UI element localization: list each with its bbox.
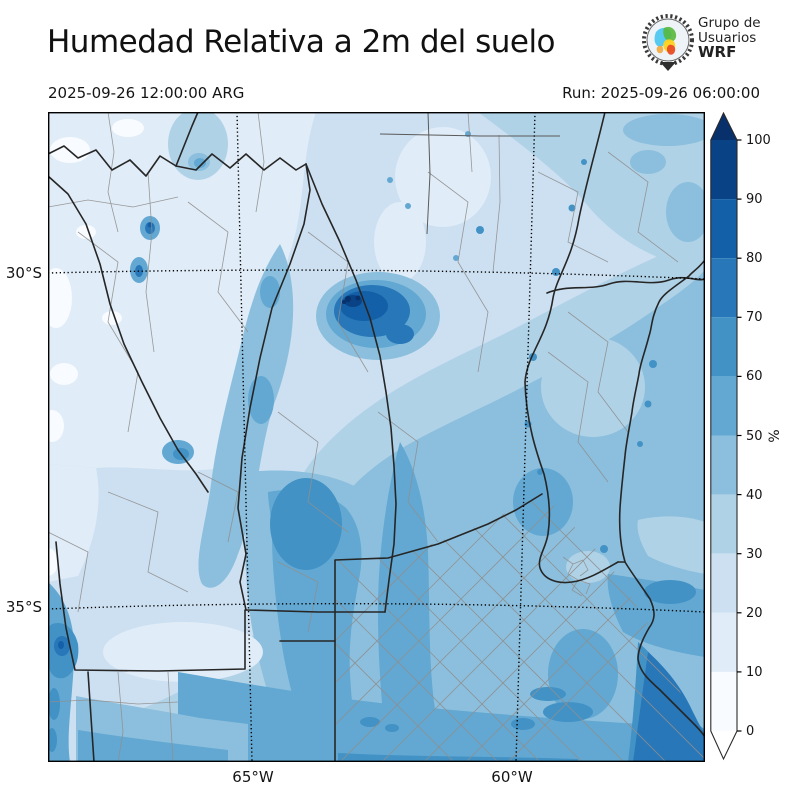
weather-map <box>47 111 705 762</box>
province-boundaries <box>48 112 705 762</box>
map-border <box>47 111 705 762</box>
colorbar-tick-marks <box>737 139 742 732</box>
colorbar-tick-40: 40 <box>746 488 763 503</box>
partido-lattice <box>335 494 705 762</box>
colorbar-tick-30: 30 <box>746 547 763 562</box>
humidity-fill-regions <box>48 112 705 762</box>
lat-tick-30S: 30°S <box>5 264 42 282</box>
valid-time-label: 2025-09-26 12:00:00 ARG <box>48 84 245 102</box>
secondary-boundaries <box>379 112 560 235</box>
colorbar-extend-over-arrow <box>710 113 737 140</box>
lon-tick-65W: 65°W <box>232 768 274 786</box>
logo-text-line3: WRF <box>698 43 737 61</box>
colorbar-tick-50: 50 <box>746 429 763 444</box>
page-title: Humedad Relativa a 2m del suelo <box>47 24 556 60</box>
colorbar-tick-20: 20 <box>746 606 763 621</box>
colorbar-tick-60: 60 <box>746 369 763 384</box>
colorbar-tick-70: 70 <box>746 310 763 325</box>
lon-tick-60W: 60°W <box>491 768 533 786</box>
colorbar-svg <box>710 111 742 761</box>
logo-text-line2: Usuarios <box>698 30 757 46</box>
run-time-label: Run: 2025-09-26 06:00:00 <box>562 84 760 102</box>
colorbar-tick-0: 0 <box>746 724 755 739</box>
colorbar-extend-under-arrow <box>710 731 737 759</box>
colorbar-tick-90: 90 <box>746 192 763 207</box>
map-area <box>47 111 705 762</box>
wrf-users-group-logo: Grupo de Usuarios WRF <box>642 12 798 74</box>
colorbar-tick-10: 10 <box>746 665 763 680</box>
colorbar-tick-80: 80 <box>746 251 763 266</box>
globe-logo-icon <box>642 14 694 71</box>
logo-text-line1: Grupo de <box>698 15 761 31</box>
colorbar <box>710 111 744 762</box>
department-boundaries <box>48 112 705 762</box>
colorbar-unit-label: % <box>764 429 781 443</box>
lat-tick-35S: 35°S <box>5 598 42 616</box>
colorbar-tick-100: 100 <box>746 133 771 148</box>
